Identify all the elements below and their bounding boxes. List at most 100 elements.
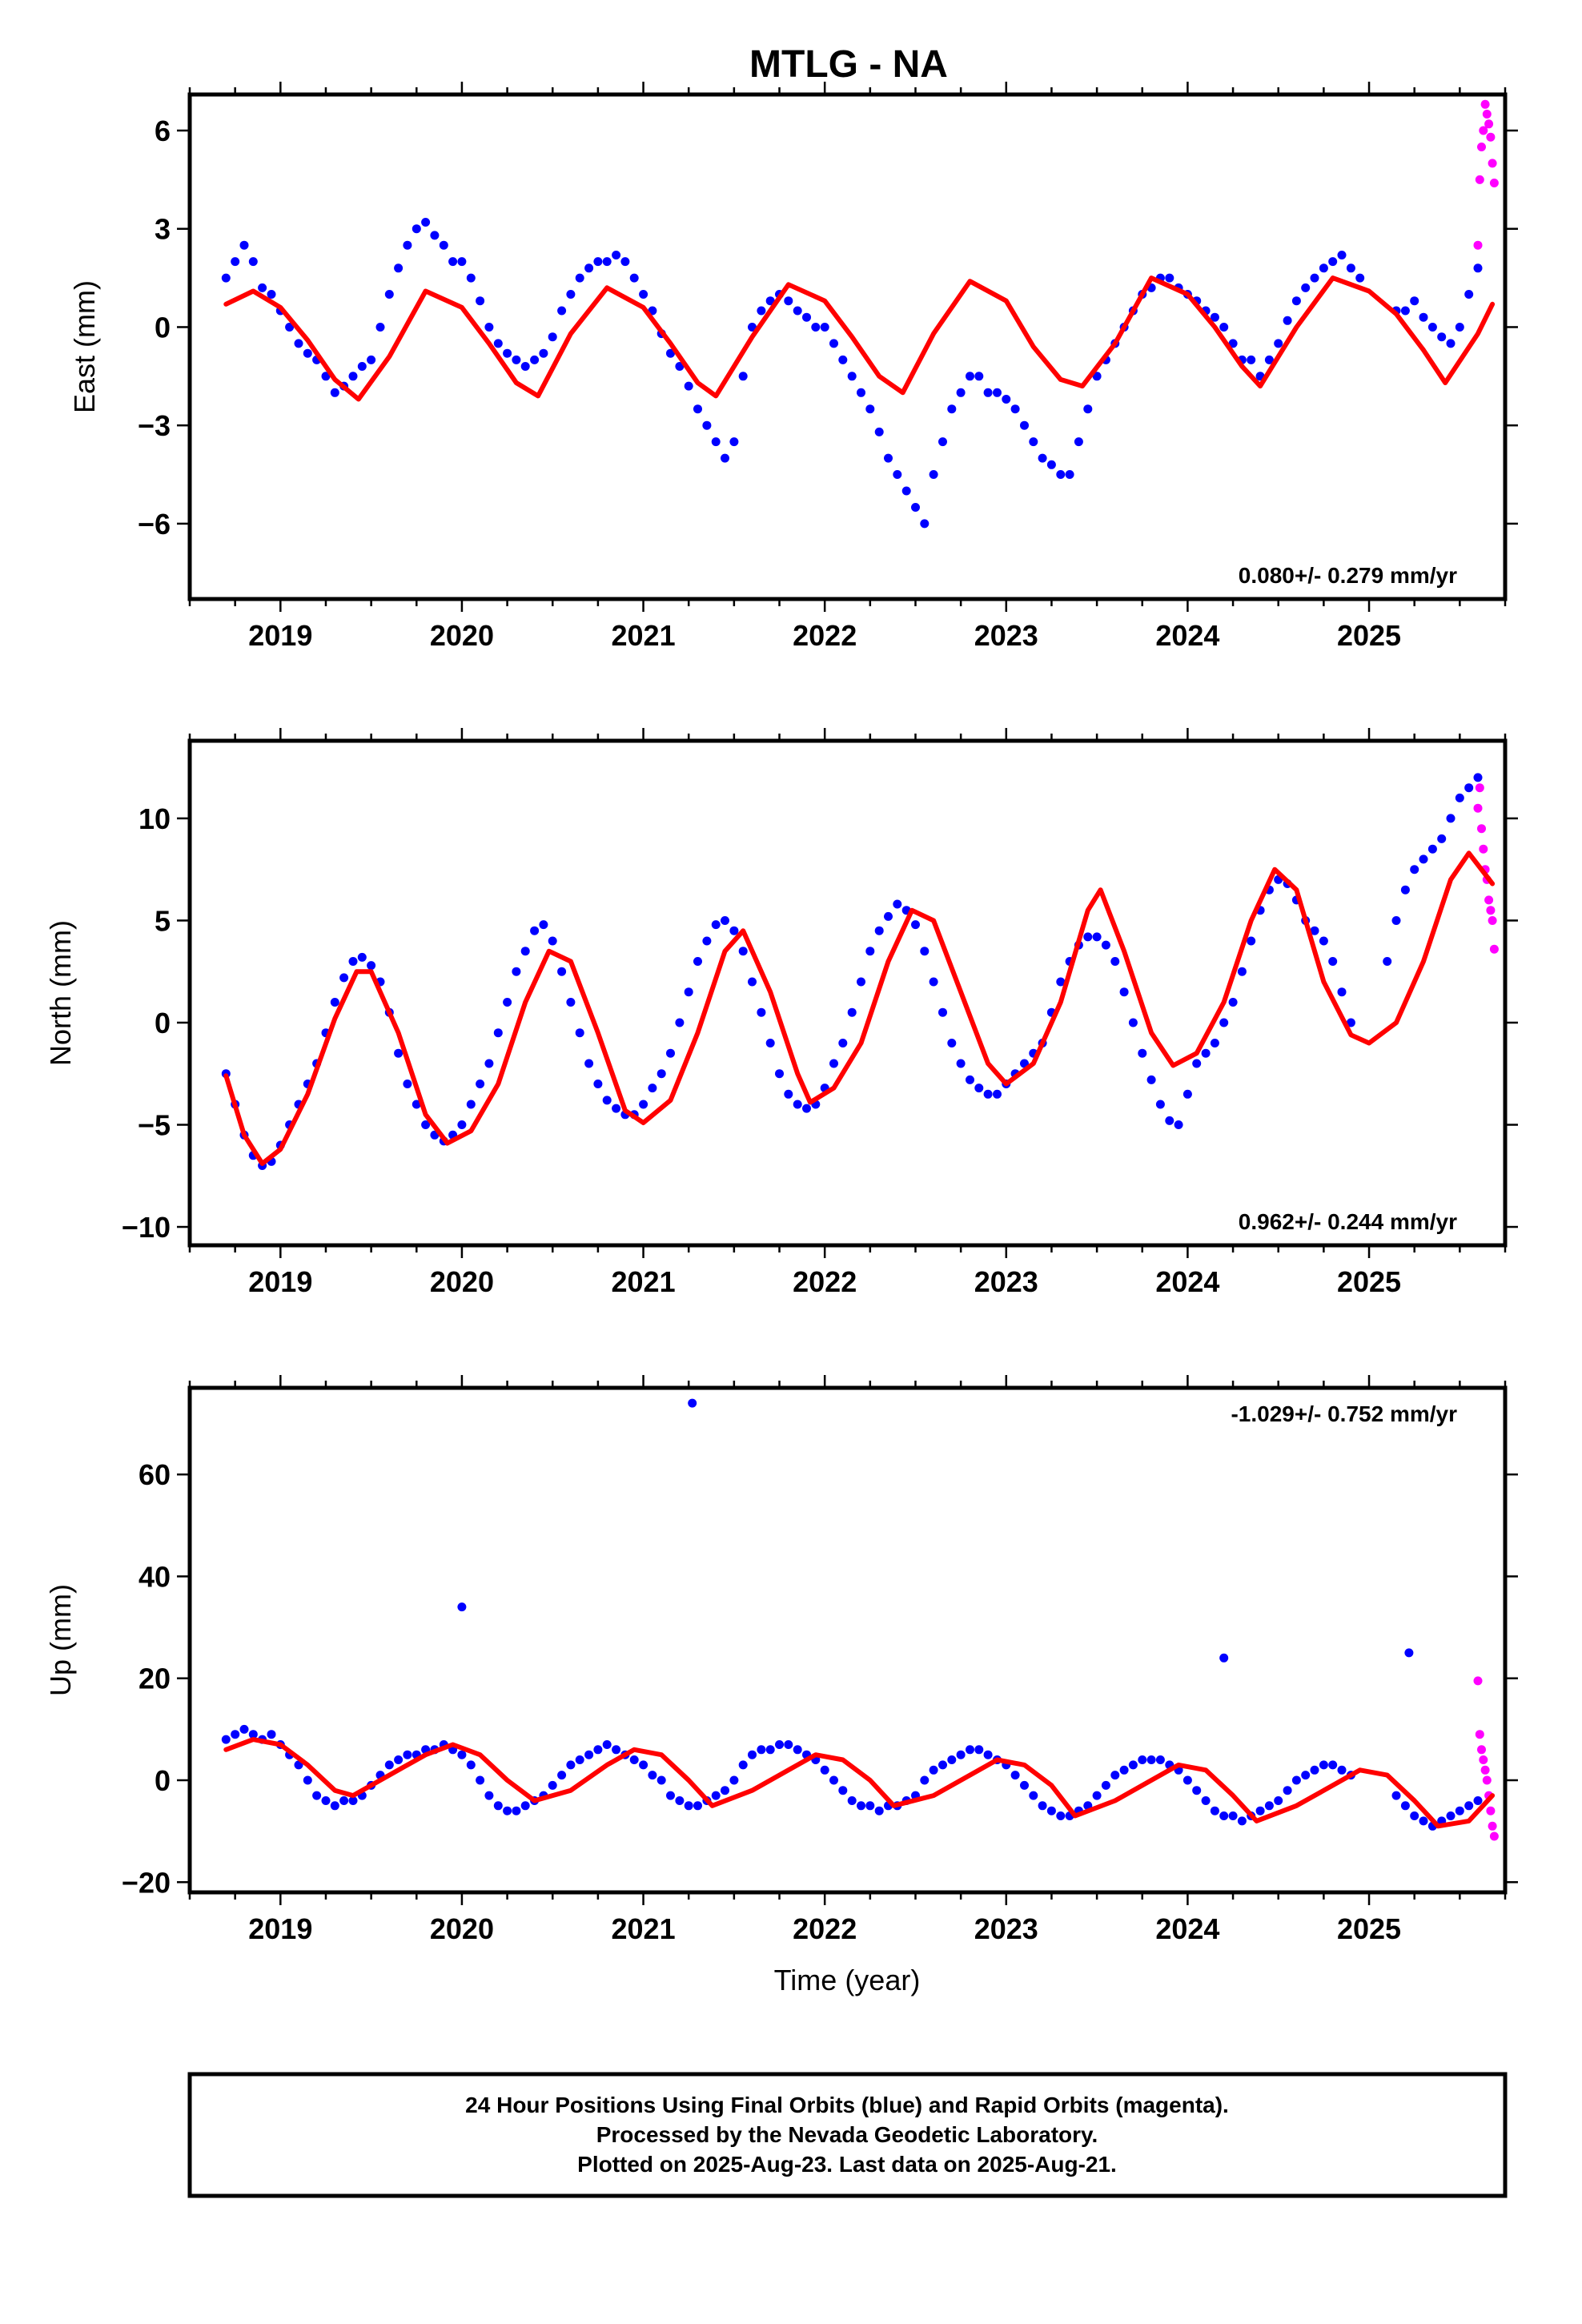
east-final-orbit-point <box>1219 323 1229 332</box>
north-final-orbit-point <box>1391 916 1401 925</box>
east-final-orbit-point <box>829 339 838 348</box>
east-final-orbit-point <box>321 372 331 381</box>
north-final-orbit-point <box>548 936 557 946</box>
north-final-orbit-point <box>1410 865 1419 875</box>
north-final-orbit-point <box>893 899 902 909</box>
up-final-orbit-point <box>566 1760 576 1770</box>
up-x-tick-label: 2019 <box>248 1912 312 1945</box>
up-final-orbit-point <box>874 1806 884 1815</box>
up-final-orbit-point <box>403 1750 412 1759</box>
east-rapid-orbit-point <box>1489 179 1499 187</box>
east-final-orbit-point <box>1310 273 1319 283</box>
up-final-orbit-point <box>1219 1653 1229 1663</box>
north-final-orbit-point <box>421 1120 431 1129</box>
up-final-orbit-point <box>748 1750 757 1759</box>
up-final-orbit-point <box>1219 1811 1229 1820</box>
north-final-orbit-point <box>738 947 748 956</box>
north-final-orbit-point <box>575 1028 584 1038</box>
north-rapid-orbit-point <box>1477 824 1486 834</box>
north-final-orbit-point <box>884 911 893 921</box>
east-y-tick-label: −6 <box>138 508 171 541</box>
east-final-orbit-point <box>684 381 693 391</box>
east-final-orbit-point <box>802 312 811 322</box>
north-final-orbit-point <box>1182 1089 1192 1099</box>
up-final-orbit-point <box>1446 1811 1456 1820</box>
east-x-tick-label: 2022 <box>793 619 857 652</box>
north-final-orbit-point <box>784 1089 793 1099</box>
east-final-orbit-point <box>1247 355 1256 364</box>
north-final-orbit-point <box>1383 957 1392 966</box>
north-final-orbit-point <box>1210 1039 1219 1047</box>
north-final-orbit-point <box>702 936 712 946</box>
north-final-orbit-point <box>983 1089 993 1099</box>
north-y-tick-label: 10 <box>139 802 171 835</box>
east-final-orbit-point <box>1038 453 1047 463</box>
up-final-orbit-point <box>457 1602 467 1612</box>
east-final-orbit-point <box>330 388 339 397</box>
east-final-orbit-point <box>285 323 295 332</box>
east-final-orbit-point <box>748 323 757 332</box>
up-final-orbit-point <box>231 1730 240 1739</box>
up-final-orbit-point <box>520 1801 530 1811</box>
north-final-orbit-point <box>1473 773 1483 782</box>
east-final-orbit-point <box>629 273 639 283</box>
north-final-orbit-point <box>929 977 938 987</box>
north-final-orbit-point <box>503 998 512 1007</box>
north-x-tick-label: 2021 <box>612 1265 676 1298</box>
up-final-orbit-point <box>693 1801 702 1811</box>
north-final-orbit-point <box>1165 1116 1174 1125</box>
north-final-orbit-point <box>476 1080 485 1088</box>
east-final-orbit-point <box>248 257 258 267</box>
up-final-orbit-point <box>1400 1801 1410 1811</box>
up-y-axis-label: Up (mm) <box>44 1584 77 1696</box>
east-rapid-orbit-point <box>1488 159 1497 168</box>
up-final-orbit-point <box>1056 1811 1066 1820</box>
up-final-orbit-point <box>629 1755 639 1764</box>
up-final-orbit-point <box>857 1801 865 1811</box>
east-final-orbit-point <box>1092 372 1102 381</box>
caption-line-3: Plotted on 2025-Aug-23. Last data on 202… <box>577 2152 1117 2177</box>
north-x-tick-label: 2025 <box>1337 1265 1401 1298</box>
north-final-orbit-point <box>493 1028 503 1038</box>
east-final-orbit-point <box>793 306 802 316</box>
east-final-orbit-point <box>920 519 930 529</box>
north-final-orbit-point <box>1219 1018 1229 1027</box>
up-final-orbit-point <box>1110 1771 1120 1780</box>
up-final-orbit-point <box>1155 1755 1165 1764</box>
east-final-orbit-point <box>394 263 404 273</box>
north-final-orbit-point <box>757 1007 766 1017</box>
north-final-orbit-point <box>911 920 920 930</box>
up-final-orbit-point <box>675 1796 685 1805</box>
east-final-orbit-point <box>1228 339 1238 348</box>
east-rapid-orbit-point <box>1479 126 1488 135</box>
up-final-orbit-point <box>666 1791 675 1800</box>
east-y-tick-label: 6 <box>155 115 171 147</box>
east-final-orbit-point <box>348 372 358 381</box>
east-final-orbit-point <box>1473 263 1483 273</box>
up-final-orbit-point <box>648 1771 657 1780</box>
east-final-orbit-point <box>901 486 911 496</box>
up-rapid-orbit-point <box>1486 1806 1496 1815</box>
up-model-fit-line <box>223 1737 1496 1829</box>
up-final-orbit-point <box>267 1730 276 1739</box>
east-final-orbit-point <box>1400 306 1410 316</box>
up-final-orbit-point <box>1264 1801 1274 1811</box>
north-final-orbit-point <box>612 1104 621 1113</box>
east-final-orbit-point <box>466 273 476 283</box>
up-rapid-orbit-point <box>1480 1765 1490 1775</box>
north-final-orbit-point <box>1247 936 1256 946</box>
east-final-orbit-point <box>675 362 685 371</box>
east-final-orbit-point <box>1264 355 1274 364</box>
north-plot-frame <box>187 738 1508 1248</box>
up-final-orbit-point <box>466 1760 476 1770</box>
up-final-orbit-point <box>1337 1765 1347 1775</box>
east-final-orbit-point <box>929 470 938 479</box>
east-final-orbit-point <box>403 240 412 250</box>
east-final-orbit-point <box>820 323 829 332</box>
north-final-orbit-point <box>530 926 540 935</box>
north-final-orbit-point <box>1092 932 1102 942</box>
east-final-orbit-point <box>865 404 875 414</box>
up-final-orbit-point <box>584 1750 594 1759</box>
east-final-orbit-point <box>1301 283 1311 292</box>
north-final-orbit-point <box>829 1059 838 1068</box>
